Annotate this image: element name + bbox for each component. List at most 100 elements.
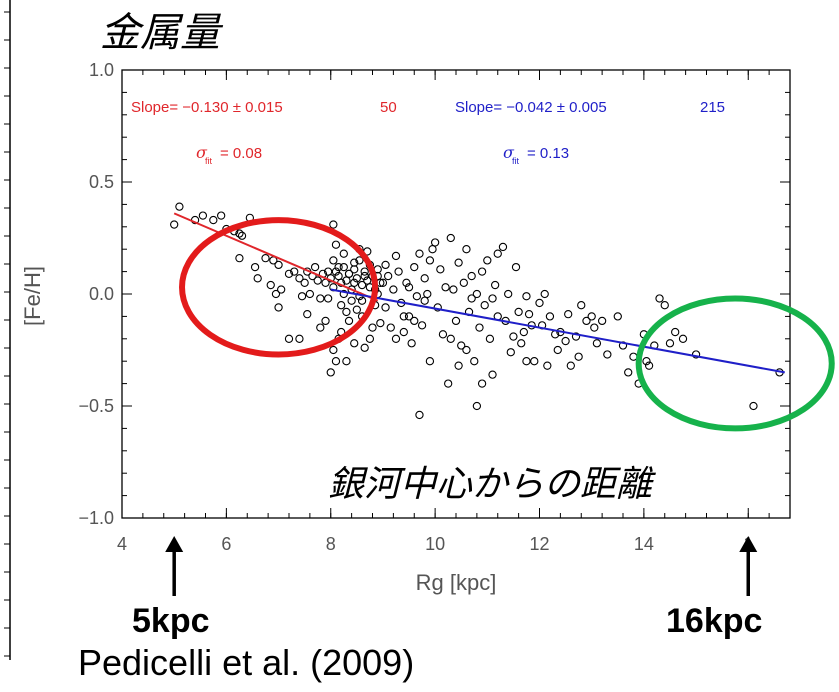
data-point xyxy=(553,345,562,355)
data-point xyxy=(394,267,403,276)
data-point xyxy=(449,285,458,294)
y-tick-label: 0.0 xyxy=(89,284,114,304)
data-point xyxy=(339,262,348,272)
data-point xyxy=(678,334,688,343)
data-point xyxy=(590,323,599,332)
data-point xyxy=(399,312,408,321)
data-point xyxy=(339,249,348,258)
outer-count-annotation: 215 xyxy=(700,99,725,116)
data-point xyxy=(378,278,388,287)
data-point xyxy=(655,294,664,303)
data-point xyxy=(198,211,208,220)
data-point xyxy=(592,339,602,348)
inner-region-highlight xyxy=(179,217,379,358)
data-point xyxy=(250,262,260,272)
data-point xyxy=(587,312,596,321)
data-point xyxy=(480,301,489,310)
data-point xyxy=(266,280,275,290)
data-point xyxy=(344,269,354,278)
data-point xyxy=(350,278,359,287)
data-point xyxy=(310,262,320,272)
x-tick-label: 8 xyxy=(326,534,336,554)
data-point xyxy=(407,339,416,348)
inner-sigma-value: = 0.08 xyxy=(220,145,262,162)
chart-ticks xyxy=(121,69,791,519)
data-point xyxy=(519,327,528,337)
data-point xyxy=(749,401,758,411)
data-point xyxy=(357,280,367,290)
data-point xyxy=(334,262,343,272)
x-tick-label: 14 xyxy=(634,534,654,554)
data-point xyxy=(644,361,654,370)
data-point xyxy=(253,274,262,283)
citation: Pedicelli et al. (2009) xyxy=(78,642,415,683)
scatter-chart: 46810121411.00.50.0−0.5−1.0 Rg [kpc] [Fe… xyxy=(20,60,835,596)
data-point xyxy=(350,258,359,267)
data-point xyxy=(412,292,422,301)
data-point xyxy=(326,368,335,377)
data-point xyxy=(360,343,369,352)
data-point xyxy=(389,285,398,294)
x-tick-label: 12 xyxy=(529,534,549,554)
y-tick-label: −0.5 xyxy=(78,396,114,416)
data-point xyxy=(446,334,455,343)
y-tick-label: 0.5 xyxy=(89,172,114,192)
data-point xyxy=(352,274,361,283)
data-point xyxy=(425,357,435,366)
plot-frame xyxy=(121,69,791,519)
data-point xyxy=(475,323,484,332)
data-point xyxy=(509,332,518,341)
data-point xyxy=(574,352,583,361)
data-point xyxy=(386,323,395,332)
inner-sigma-subscript: fit xyxy=(205,156,213,166)
data-point xyxy=(504,289,513,299)
marker-arrow-5kpc-head xyxy=(165,536,184,552)
data-point xyxy=(498,242,508,252)
data-point xyxy=(337,301,346,310)
data-point xyxy=(488,294,497,303)
data-point xyxy=(410,316,419,326)
data-point xyxy=(342,357,351,366)
data-point xyxy=(660,301,669,310)
data-point xyxy=(295,274,304,283)
data-point xyxy=(571,332,581,341)
data-point xyxy=(170,220,179,229)
data-point xyxy=(454,258,463,267)
data-point xyxy=(357,296,367,305)
data-point xyxy=(514,307,523,317)
data-point xyxy=(300,278,309,287)
data-point xyxy=(665,339,675,348)
data-point xyxy=(477,267,487,276)
data-point xyxy=(417,321,427,330)
data-point xyxy=(603,350,612,359)
data-point xyxy=(566,361,575,370)
data-point xyxy=(472,289,482,299)
data-point xyxy=(582,316,591,326)
data-point xyxy=(613,312,622,321)
data-point xyxy=(399,327,408,337)
data-point xyxy=(360,271,369,281)
data-point xyxy=(284,334,294,343)
data-point xyxy=(323,294,333,303)
data-point xyxy=(472,401,482,411)
galactocentric-distance-annotation: 銀河中心からの距離 xyxy=(328,464,653,505)
slide-title: 金属量 xyxy=(100,10,220,56)
data-point xyxy=(522,292,531,301)
data-point xyxy=(428,245,437,254)
data-point xyxy=(444,379,453,388)
outer-region-highlight xyxy=(635,295,835,432)
data-point xyxy=(303,310,312,319)
data-point xyxy=(344,316,354,326)
data-point xyxy=(467,271,476,281)
data-point xyxy=(451,316,461,326)
data-point xyxy=(691,350,701,359)
data-point xyxy=(535,298,544,308)
data-point xyxy=(342,307,351,317)
data-point xyxy=(295,334,304,343)
data-point xyxy=(404,283,414,292)
outer-fit-line xyxy=(330,288,785,374)
data-point xyxy=(402,278,411,287)
data-point xyxy=(329,256,338,265)
data-point xyxy=(316,294,325,303)
outer-sigma-value: = 0.13 xyxy=(527,145,569,162)
